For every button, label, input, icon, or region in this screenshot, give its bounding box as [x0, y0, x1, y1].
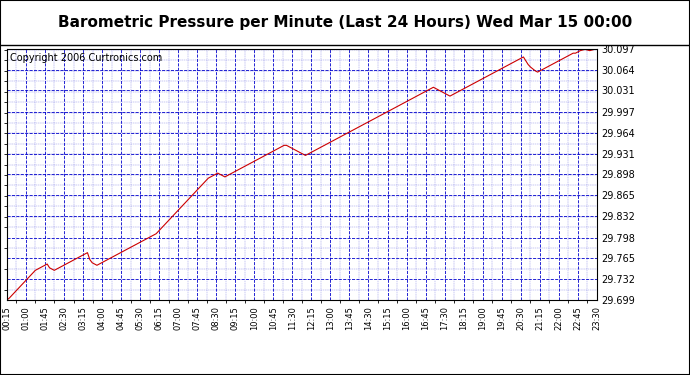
- Text: Copyright 2006 Curtronics.com: Copyright 2006 Curtronics.com: [10, 53, 162, 63]
- Text: Barometric Pressure per Minute (Last 24 Hours) Wed Mar 15 00:00: Barometric Pressure per Minute (Last 24 …: [58, 15, 632, 30]
